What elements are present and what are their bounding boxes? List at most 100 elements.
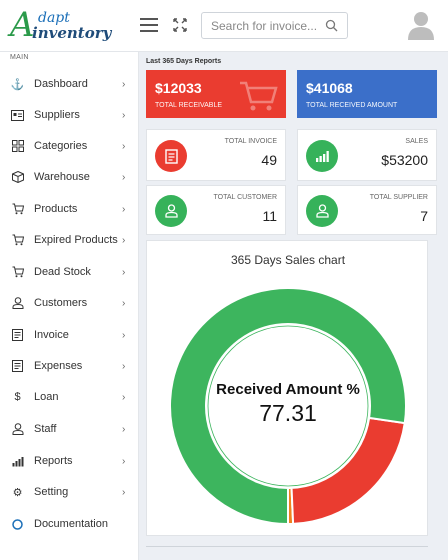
sidebar-item-label: Customers <box>34 297 88 309</box>
sidebar-item-label: Expenses <box>34 360 83 372</box>
bar-chart-icon <box>11 455 24 468</box>
cart-icon <box>11 203 24 216</box>
chevron-right-icon: › <box>122 109 126 121</box>
fullscreen-icon[interactable] <box>172 17 188 33</box>
bar-chart-icon <box>315 150 329 162</box>
sidebar-item-dashboard[interactable]: ⚓ Dashboard › <box>0 70 139 98</box>
total-customer-card[interactable]: TOTAL CUSTOMER 11 <box>146 185 286 235</box>
sidebar-item-setting[interactable]: ⚙ Setting › <box>0 478 139 506</box>
chevron-right-icon: › <box>122 455 126 467</box>
total-invoice-card[interactable]: TOTAL INVOICE 49 <box>146 129 286 181</box>
chart-title: 365 Days Sales chart <box>230 253 346 267</box>
sidebar-item-reports[interactable]: Reports › <box>0 447 139 475</box>
user-icon <box>315 204 329 218</box>
card-label: TOTAL CUSTOMER <box>213 194 277 201</box>
invoice-icon-circle <box>155 140 187 172</box>
sidebar-item-label: Warehouse <box>34 171 90 183</box>
sidebar-item-label: Documentation <box>34 518 108 530</box>
search-icon[interactable] <box>325 19 338 32</box>
chevron-right-icon: › <box>122 329 126 341</box>
chevron-right-icon: › <box>122 203 126 215</box>
card-value: 11 <box>262 208 277 224</box>
sidebar-item-label: Setting <box>34 486 69 498</box>
sidebar-item-label: Reports <box>34 455 73 467</box>
id-card-icon <box>11 109 24 122</box>
document-icon <box>11 360 24 373</box>
donut-chart: Received Amount % 77.31 <box>169 287 407 526</box>
card-value: 49 <box>261 152 277 168</box>
top-header: A dapt inventory <box>0 0 448 52</box>
card-value: 7 <box>420 208 428 224</box>
sidebar-item-label: Products <box>34 203 78 215</box>
sidebar-item-label: Dashboard <box>34 78 88 90</box>
sidebar-item-staff[interactable]: Staff › <box>0 415 139 443</box>
menu-toggle-icon[interactable] <box>140 18 158 32</box>
sidebar-item-label: Suppliers <box>34 109 80 121</box>
card-label: TOTAL INVOICE <box>224 138 277 145</box>
chevron-right-icon: › <box>122 78 126 90</box>
gear-icon: ⚙ <box>12 486 23 499</box>
sidebar-section-label: MAIN <box>10 54 29 61</box>
total-supplier-card[interactable]: TOTAL SUPPLIER 7 <box>297 185 437 235</box>
app-logo[interactable]: A dapt inventory <box>10 6 120 46</box>
box-icon <box>11 171 24 184</box>
donut-slice-0[interactable] <box>169 287 407 526</box>
user-icon <box>164 204 178 218</box>
card-label: SALES <box>405 138 428 145</box>
sidebar-item-label: Invoice <box>34 329 69 341</box>
donut-slice-1[interactable] <box>290 416 406 525</box>
sidebar-item-products[interactable]: Products › <box>0 195 139 223</box>
grid-icon <box>11 140 24 153</box>
section-title: Last 365 Days Reports <box>146 58 222 65</box>
total-receivable-tile[interactable]: $12033 TOTAL RECEIVABLE <box>146 70 286 118</box>
sidebar-item-dead-stock[interactable]: Dead Stock › <box>0 258 139 286</box>
chevron-right-icon: › <box>122 423 126 435</box>
cart-icon <box>11 266 24 279</box>
total-received-tile[interactable]: $41068 TOTAL RECEIVED AMOUNT <box>297 70 437 118</box>
chevron-right-icon: › <box>122 140 126 152</box>
chevron-right-icon: › <box>122 297 126 309</box>
sidebar: MAIN ⚓ Dashboard › Suppliers › Categorie… <box>0 52 139 560</box>
logo-text-top: dapt <box>38 10 70 26</box>
receivable-value: $12033 <box>155 80 202 96</box>
sales-chart-card: 365 Days Sales chart Received Amount % 7… <box>146 240 428 536</box>
chevron-right-icon: › <box>122 266 126 278</box>
sidebar-item-categories[interactable]: Categories › <box>0 132 139 160</box>
sidebar-item-warehouse[interactable]: Warehouse › <box>0 163 139 191</box>
received-label: TOTAL RECEIVED AMOUNT <box>306 102 398 109</box>
divider <box>146 546 428 547</box>
user-avatar[interactable] <box>407 10 435 40</box>
sidebar-item-label: Dead Stock <box>34 266 91 278</box>
logo-text-bottom: inventory <box>32 24 112 42</box>
sidebar-item-expenses[interactable]: Expenses › <box>0 352 139 380</box>
main-content: Last 365 Days Reports $12033 TOTAL RECEI… <box>139 52 448 560</box>
donut-inner-ring <box>207 325 369 487</box>
sidebar-item-label: Loan <box>34 391 59 403</box>
sidebar-item-documentation[interactable]: Documentation <box>0 510 139 538</box>
chevron-right-icon: › <box>122 391 126 403</box>
search-box <box>201 12 348 39</box>
sidebar-item-loan[interactable]: $ Loan › <box>0 383 139 411</box>
cart-icon <box>11 234 24 247</box>
user-icon <box>11 297 24 310</box>
card-value: $53200 <box>381 152 428 168</box>
anchor-icon: ⚓ <box>10 78 25 91</box>
sidebar-item-label: Staff <box>34 423 57 435</box>
chevron-right-icon: › <box>122 360 126 372</box>
document-icon <box>11 329 24 342</box>
dollar-icon: $ <box>14 391 21 403</box>
document-icon <box>164 148 178 164</box>
chart-center-value: 77.31 <box>259 400 317 426</box>
sidebar-item-expired-products[interactable]: Expired Products › <box>0 226 139 254</box>
sidebar-item-invoice[interactable]: Invoice › <box>0 321 139 349</box>
sidebar-item-label: Expired Products <box>34 234 118 246</box>
chart-center-label: Received Amount % <box>216 381 360 398</box>
chevron-right-icon: › <box>122 486 126 498</box>
receivable-label: TOTAL RECEIVABLE <box>155 102 223 109</box>
sidebar-item-customers[interactable]: Customers › <box>0 289 139 317</box>
search-input[interactable] <box>202 13 320 38</box>
chevron-right-icon: › <box>122 171 126 183</box>
sales-card[interactable]: SALES $53200 <box>297 129 437 181</box>
sidebar-item-label: Categories <box>34 140 88 152</box>
sidebar-item-suppliers[interactable]: Suppliers › <box>0 101 139 129</box>
